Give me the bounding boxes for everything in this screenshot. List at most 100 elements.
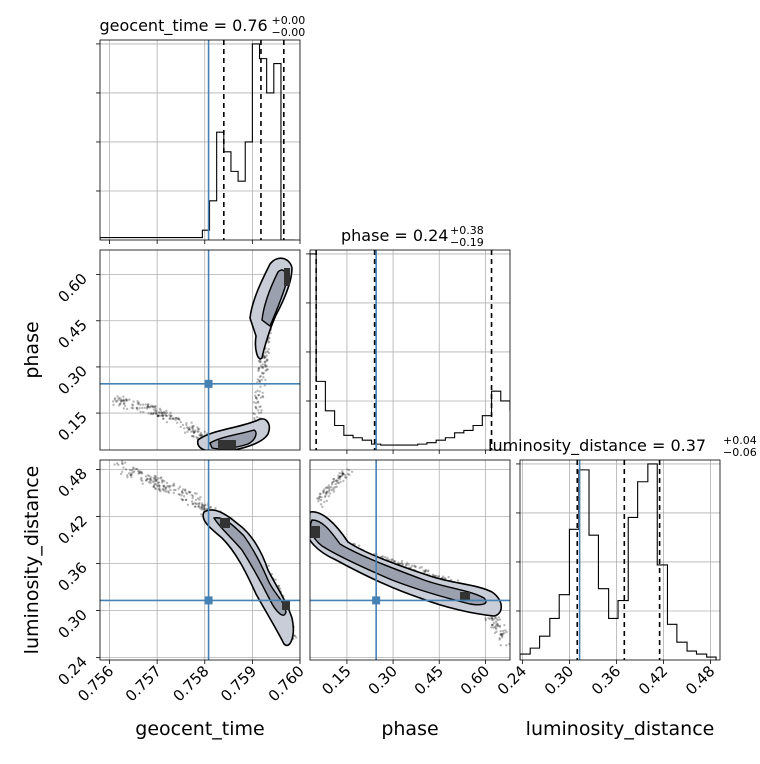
sample-point xyxy=(259,396,263,399)
sample-point xyxy=(328,486,331,489)
sample-point xyxy=(167,484,170,488)
sample-point xyxy=(383,555,387,559)
sample-point xyxy=(121,470,124,474)
sample-point xyxy=(328,492,332,495)
sample-point xyxy=(258,379,261,382)
sample-point xyxy=(191,503,195,506)
sample-point xyxy=(260,378,264,382)
title-minus: −0.00 xyxy=(272,26,306,39)
sample-point xyxy=(341,472,345,476)
sample-point xyxy=(330,483,334,486)
sample-point xyxy=(254,396,258,400)
sample-point xyxy=(123,404,127,407)
panel-phase-vs-geocent_time xyxy=(96,249,301,451)
sample-point xyxy=(150,411,153,415)
sample-point xyxy=(196,430,199,434)
sample-point xyxy=(146,403,150,407)
sample-point xyxy=(182,427,186,430)
sample-point xyxy=(168,413,171,417)
density-peak xyxy=(282,600,290,610)
sample-point xyxy=(151,412,154,416)
sample-point xyxy=(191,502,194,505)
sample-point xyxy=(386,556,389,560)
sample-point xyxy=(140,476,143,480)
sample-point xyxy=(181,488,185,491)
sample-point xyxy=(164,486,167,489)
sample-point xyxy=(261,395,265,399)
sample-point xyxy=(338,475,341,479)
sample-point xyxy=(126,399,129,402)
sample-point xyxy=(172,488,176,492)
sample-point xyxy=(426,570,430,573)
sample-point xyxy=(400,559,404,563)
sample-point xyxy=(198,433,201,437)
sample-point xyxy=(258,390,261,393)
sample-point xyxy=(257,369,260,373)
sample-point xyxy=(259,364,263,368)
sample-point xyxy=(172,491,175,495)
sample-point xyxy=(149,412,153,416)
sample-point xyxy=(153,487,157,490)
sample-point xyxy=(491,619,494,622)
sample-point xyxy=(338,475,342,478)
sample-point xyxy=(490,623,494,627)
sample-point xyxy=(157,413,160,417)
axis-labels: geocent_time phase luminosity_distancephas… xyxy=(21,321,714,740)
sample-point xyxy=(209,505,213,509)
sample-point xyxy=(169,414,173,418)
sample-point xyxy=(171,417,174,420)
sample-point xyxy=(204,503,207,506)
sample-point xyxy=(492,618,495,621)
sample-point xyxy=(169,411,172,415)
x-tick-label: 0.759 xyxy=(217,662,260,705)
sample-point xyxy=(343,473,347,477)
sample-point xyxy=(197,429,200,433)
sample-point xyxy=(344,476,347,479)
x-tick-label: 0.48 xyxy=(682,662,718,698)
sample-point xyxy=(498,637,501,640)
truth-marker xyxy=(204,596,213,605)
sample-point xyxy=(200,433,203,436)
sample-point xyxy=(295,636,298,639)
sample-point xyxy=(201,503,205,507)
sample-point xyxy=(178,418,181,422)
sample-point xyxy=(278,587,282,590)
sample-point xyxy=(155,478,158,481)
sample-point xyxy=(130,475,133,479)
sample-point xyxy=(199,434,203,437)
sample-point xyxy=(338,477,342,481)
sample-point xyxy=(490,616,494,620)
sample-point xyxy=(322,490,325,494)
sample-point xyxy=(162,484,165,487)
panel-background xyxy=(520,460,720,660)
panel-frame xyxy=(99,459,301,661)
sample-point xyxy=(153,478,156,481)
sample-point xyxy=(267,348,270,351)
sample-point xyxy=(198,498,201,501)
panel-frame xyxy=(519,459,721,661)
sample-point xyxy=(262,376,265,379)
sample-point xyxy=(145,479,148,482)
sample-point xyxy=(252,412,255,415)
sample-point xyxy=(146,406,149,409)
sample-point xyxy=(198,427,201,431)
sample-point xyxy=(487,617,490,620)
sample-point xyxy=(157,477,160,480)
sample-point xyxy=(116,395,119,398)
sample-point xyxy=(401,562,404,566)
sample-point xyxy=(175,416,178,420)
panel-content xyxy=(310,250,510,450)
panel-content xyxy=(100,40,300,240)
sample-point xyxy=(318,492,322,495)
panel-luminosity_distance-vs-phase xyxy=(309,459,511,664)
sample-point xyxy=(117,463,120,466)
sample-point xyxy=(257,366,260,370)
sample-point xyxy=(326,491,329,494)
sample-point xyxy=(342,472,345,475)
sample-point xyxy=(139,410,142,413)
sample-point xyxy=(137,472,140,475)
sample-point xyxy=(261,372,265,375)
sample-point xyxy=(139,470,142,473)
sample-point xyxy=(325,499,329,503)
